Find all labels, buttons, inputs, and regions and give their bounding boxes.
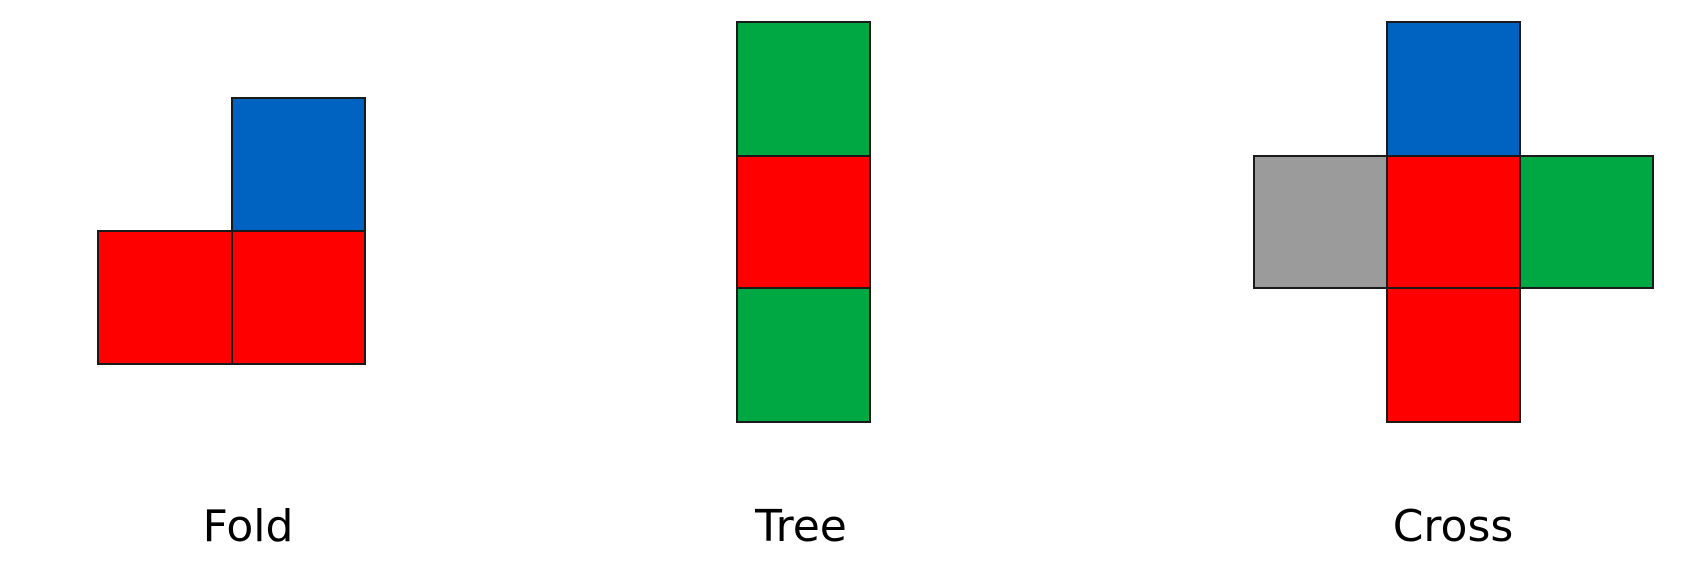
tree-cell-top	[736, 21, 871, 157]
cross-cell-left	[1253, 155, 1388, 289]
cross-cell-top	[1386, 21, 1521, 157]
tree-label: Tree	[755, 501, 847, 552]
cross-label: Cross	[1392, 501, 1514, 552]
cross-cell-right	[1519, 155, 1654, 289]
tree-cell-bottom	[736, 287, 871, 423]
fold-cell-bottom-left	[97, 230, 233, 365]
fold-label: Fold	[202, 501, 294, 552]
tree-cell-middle	[736, 155, 871, 289]
cross-cell-center	[1386, 155, 1521, 289]
fold-cell-bottom-right	[231, 230, 366, 365]
cross-cell-bottom	[1386, 287, 1521, 423]
fold-cell-top-right	[231, 97, 366, 232]
